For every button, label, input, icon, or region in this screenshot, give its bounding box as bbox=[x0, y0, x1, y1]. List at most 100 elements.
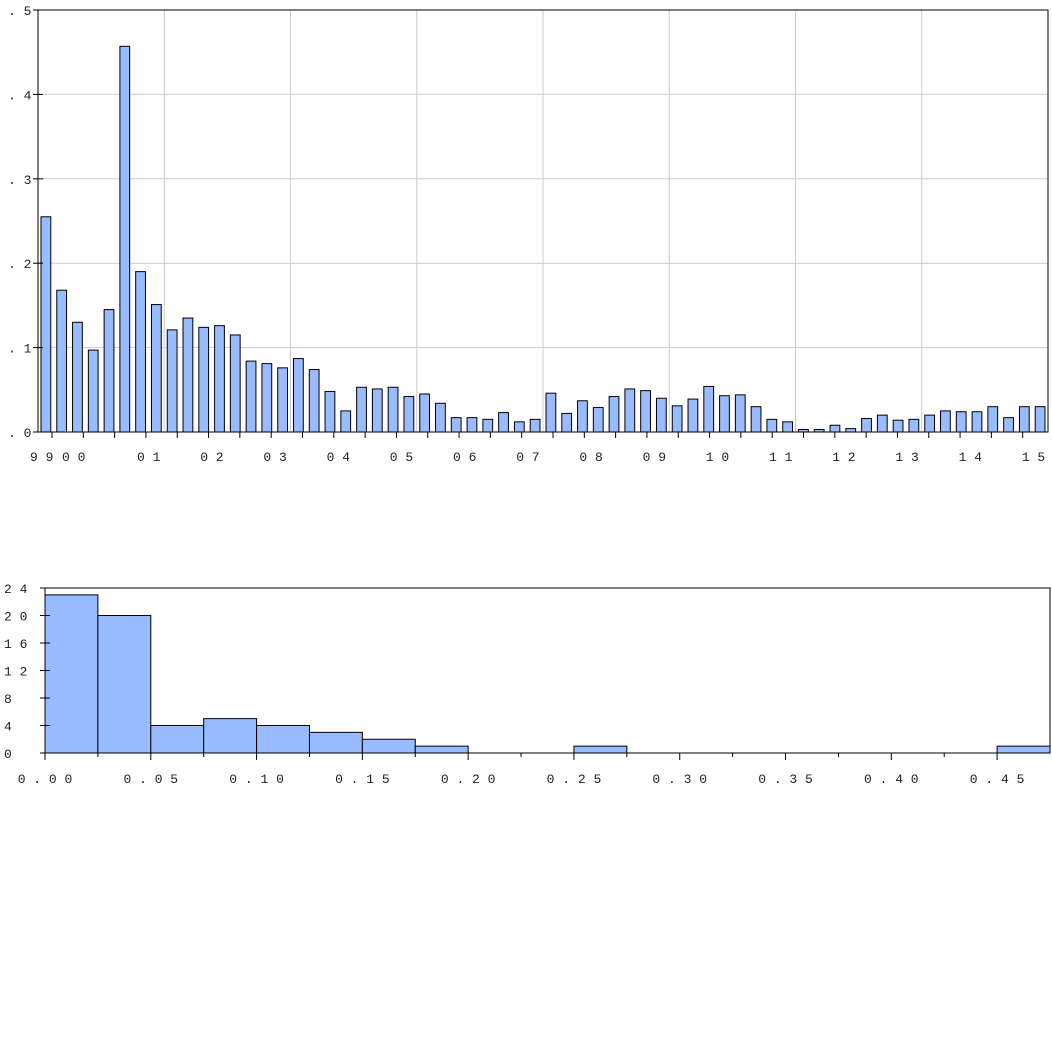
x-tick-label: 0 8 bbox=[579, 450, 602, 465]
x-tick-label: 1 2 bbox=[832, 450, 855, 465]
bar bbox=[356, 386, 367, 433]
y-tick-label: 0 bbox=[4, 747, 12, 762]
time-series-bar-chart: . 0 . 1 . 2 . 3 . 4 . 5 9 9 0 0 0 1 0 2 0 3 0 4 0 5 0… bbox=[8, 4, 1049, 465]
bar bbox=[40, 216, 52, 433]
x-tick-label: 0 7 bbox=[516, 450, 539, 465]
y-tick-label: 8 bbox=[4, 692, 12, 707]
y-tick-label: 2 4 bbox=[4, 582, 28, 597]
y-tick-label: . 3 bbox=[8, 173, 31, 188]
bar bbox=[119, 45, 131, 433]
histogram-bar bbox=[573, 745, 628, 754]
bar bbox=[608, 396, 620, 433]
bar bbox=[245, 360, 257, 433]
x-tick-label: 0 . 2 0 bbox=[441, 772, 496, 787]
bar bbox=[876, 414, 888, 433]
y-tick-label: 1 2 bbox=[4, 665, 27, 680]
x-tick-label: 0 . 1 5 bbox=[335, 772, 390, 787]
x-tick-label: 0 0 bbox=[62, 450, 85, 465]
x-tick-label: 1 1 bbox=[769, 450, 793, 465]
bar bbox=[861, 417, 872, 433]
bar bbox=[324, 390, 336, 433]
bar bbox=[72, 321, 83, 433]
x-tick-label: 0 . 1 0 bbox=[229, 772, 284, 787]
bar bbox=[214, 325, 225, 433]
y-tick-label: . 0 bbox=[8, 426, 31, 441]
bar bbox=[971, 411, 983, 433]
bar bbox=[845, 428, 857, 433]
bar bbox=[624, 388, 636, 433]
bar bbox=[403, 396, 415, 433]
x-tick-label: 0 . 3 0 bbox=[652, 772, 707, 787]
x-tick-label: 9 9 bbox=[30, 450, 53, 465]
bar bbox=[182, 317, 194, 433]
x-tick-label: 0 4 bbox=[327, 450, 351, 465]
bar bbox=[1003, 417, 1014, 433]
bar bbox=[435, 402, 446, 433]
bar bbox=[987, 406, 999, 433]
x-tick-label: 0 5 bbox=[390, 450, 413, 465]
bar bbox=[308, 369, 320, 433]
x-tick-label: 0 . 0 5 bbox=[123, 772, 178, 787]
bar bbox=[892, 419, 904, 433]
bar bbox=[592, 407, 604, 433]
bar bbox=[150, 304, 162, 433]
y-tick-label: 4 bbox=[4, 720, 12, 735]
histogram-bar bbox=[996, 745, 1051, 754]
x-tick-label: 0 . 0 0 bbox=[18, 772, 73, 787]
y-tick-label: . 1 bbox=[8, 342, 32, 357]
bar bbox=[387, 386, 399, 433]
bar bbox=[766, 418, 778, 433]
plot-frame bbox=[37, 9, 1049, 433]
bar bbox=[340, 410, 352, 433]
x-tick-label: 1 3 bbox=[895, 450, 918, 465]
x-tick-label: 0 9 bbox=[643, 450, 666, 465]
bar bbox=[450, 417, 462, 433]
x-tick-label: 0 . 2 5 bbox=[547, 772, 602, 787]
x-tick-label: 0 . 3 5 bbox=[758, 772, 813, 787]
bar bbox=[482, 418, 494, 433]
bar bbox=[261, 363, 273, 433]
bar bbox=[545, 392, 557, 433]
histogram-bar bbox=[361, 738, 416, 754]
x-tick-label: 0 . 4 0 bbox=[864, 772, 919, 787]
x-tick-label: 0 1 bbox=[137, 450, 161, 465]
y-tick-label: . 2 bbox=[8, 257, 31, 272]
histogram-bar bbox=[44, 594, 99, 754]
bar bbox=[292, 358, 304, 433]
bar bbox=[103, 309, 115, 433]
bar bbox=[561, 412, 573, 433]
y-tick-label: . 5 bbox=[8, 4, 31, 19]
histogram-bar bbox=[256, 725, 310, 754]
bar bbox=[908, 418, 920, 433]
histogram-bar bbox=[97, 615, 152, 754]
bar bbox=[166, 329, 178, 433]
bar bbox=[87, 349, 99, 433]
bar bbox=[1034, 406, 1046, 433]
x-tick-label: 0 2 bbox=[200, 450, 223, 465]
x-tick-label: 1 0 bbox=[706, 450, 729, 465]
y-tick-label: . 4 bbox=[8, 88, 32, 103]
bar bbox=[529, 418, 541, 433]
bar bbox=[955, 411, 967, 433]
bar bbox=[829, 424, 841, 433]
bar bbox=[577, 400, 588, 433]
histogram-chart: 0 4 8 1 2 1 6 2 0 2 4 0 . 0 0 0 . 0 5 0 . 1 0 0 . … bbox=[4, 582, 1051, 787]
bar bbox=[466, 417, 478, 433]
bar bbox=[1018, 406, 1030, 433]
bar bbox=[703, 385, 715, 433]
bar bbox=[940, 410, 951, 433]
x-tick-label: 0 . 4 5 bbox=[970, 772, 1025, 787]
y-tick-label: 2 0 bbox=[4, 610, 27, 625]
bar bbox=[687, 398, 699, 433]
bar bbox=[640, 390, 651, 433]
bar bbox=[924, 414, 936, 433]
bar bbox=[750, 406, 762, 433]
bar bbox=[655, 397, 667, 433]
x-tick-label: 0 6 bbox=[453, 450, 476, 465]
bar bbox=[277, 367, 289, 433]
bar bbox=[782, 421, 794, 433]
bar bbox=[371, 388, 383, 433]
bar bbox=[198, 326, 210, 433]
histogram-bar bbox=[203, 718, 258, 754]
